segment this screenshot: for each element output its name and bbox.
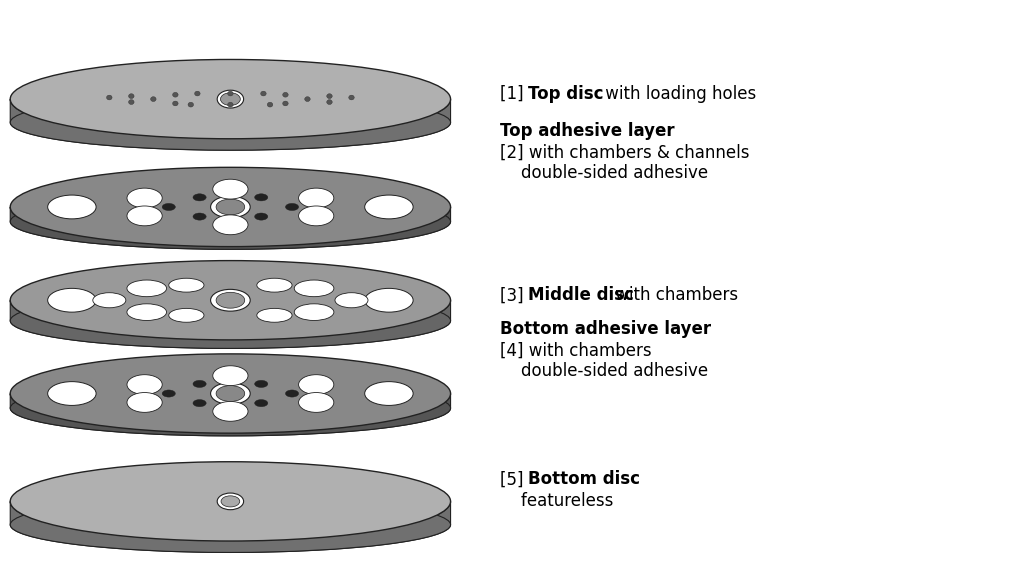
Ellipse shape [327,94,332,99]
Text: double-sided adhesive: double-sided adhesive [500,362,709,380]
Ellipse shape [127,304,167,321]
Ellipse shape [48,289,96,312]
Ellipse shape [10,194,451,250]
Ellipse shape [216,385,245,402]
Ellipse shape [10,293,451,349]
Text: Top disc: Top disc [528,85,603,103]
Text: with loading holes: with loading holes [600,85,757,103]
Text: Top adhesive layer: Top adhesive layer [500,122,675,140]
Ellipse shape [213,402,248,422]
Ellipse shape [211,196,250,218]
Text: double-sided adhesive: double-sided adhesive [500,164,709,182]
Ellipse shape [255,399,268,407]
Ellipse shape [10,94,451,150]
Ellipse shape [294,280,334,297]
Ellipse shape [193,399,206,407]
Text: [2] with chambers & channels: [2] with chambers & channels [500,144,750,162]
Ellipse shape [255,213,268,220]
Ellipse shape [10,462,451,541]
Ellipse shape [188,102,194,107]
Ellipse shape [227,102,233,107]
Ellipse shape [286,390,299,397]
Ellipse shape [349,95,354,100]
Ellipse shape [255,380,268,388]
Ellipse shape [299,206,334,226]
Ellipse shape [173,92,178,97]
Ellipse shape [127,392,162,412]
Ellipse shape [106,95,112,100]
Ellipse shape [267,102,272,107]
Ellipse shape [193,213,206,220]
Ellipse shape [127,280,167,297]
Ellipse shape [10,167,451,247]
Ellipse shape [169,308,204,322]
Ellipse shape [283,101,288,106]
Ellipse shape [48,195,96,219]
Text: [5]: [5] [500,470,528,489]
Ellipse shape [305,97,310,101]
Ellipse shape [299,188,334,208]
Ellipse shape [10,380,451,436]
Ellipse shape [257,278,292,292]
Ellipse shape [10,59,451,139]
Ellipse shape [255,194,268,201]
Polygon shape [10,501,451,553]
Ellipse shape [129,100,134,104]
Ellipse shape [127,375,162,395]
Polygon shape [10,300,451,349]
Ellipse shape [216,199,245,215]
Text: featureless: featureless [500,493,613,510]
Ellipse shape [169,278,204,292]
Ellipse shape [227,91,233,96]
Ellipse shape [299,375,334,395]
Ellipse shape [286,203,299,210]
Polygon shape [10,99,451,150]
Ellipse shape [193,194,206,201]
Ellipse shape [127,206,162,226]
Ellipse shape [365,195,413,219]
Ellipse shape [162,390,175,397]
Ellipse shape [10,354,451,433]
Ellipse shape [162,203,175,210]
Ellipse shape [294,304,334,321]
Ellipse shape [213,179,248,199]
Ellipse shape [10,497,451,553]
Ellipse shape [195,91,200,96]
Text: with chambers: with chambers [610,286,738,304]
Polygon shape [10,394,451,436]
Text: [4] with chambers: [4] with chambers [500,342,651,360]
Polygon shape [10,207,451,250]
Ellipse shape [173,101,178,106]
Ellipse shape [217,493,244,510]
Ellipse shape [211,289,250,311]
Ellipse shape [129,94,134,99]
Ellipse shape [283,92,288,97]
Ellipse shape [193,380,206,388]
Ellipse shape [299,392,334,412]
Ellipse shape [257,308,292,322]
Ellipse shape [217,90,244,108]
Ellipse shape [213,215,248,235]
Ellipse shape [213,366,248,385]
Ellipse shape [216,292,245,308]
Ellipse shape [93,293,126,308]
Text: [3]: [3] [500,286,528,304]
Text: Bottom disc: Bottom disc [528,470,640,489]
Ellipse shape [10,261,451,340]
Ellipse shape [221,496,240,507]
Ellipse shape [48,382,96,405]
Ellipse shape [335,293,368,308]
Ellipse shape [127,188,162,208]
Ellipse shape [327,100,332,104]
Ellipse shape [211,382,250,405]
Ellipse shape [261,91,266,96]
Ellipse shape [220,93,241,106]
Text: Middle disc: Middle disc [528,286,634,304]
Ellipse shape [365,382,413,405]
Ellipse shape [365,289,413,312]
Ellipse shape [151,97,156,101]
Text: [1]: [1] [500,85,528,103]
Text: Bottom adhesive layer: Bottom adhesive layer [500,320,711,338]
